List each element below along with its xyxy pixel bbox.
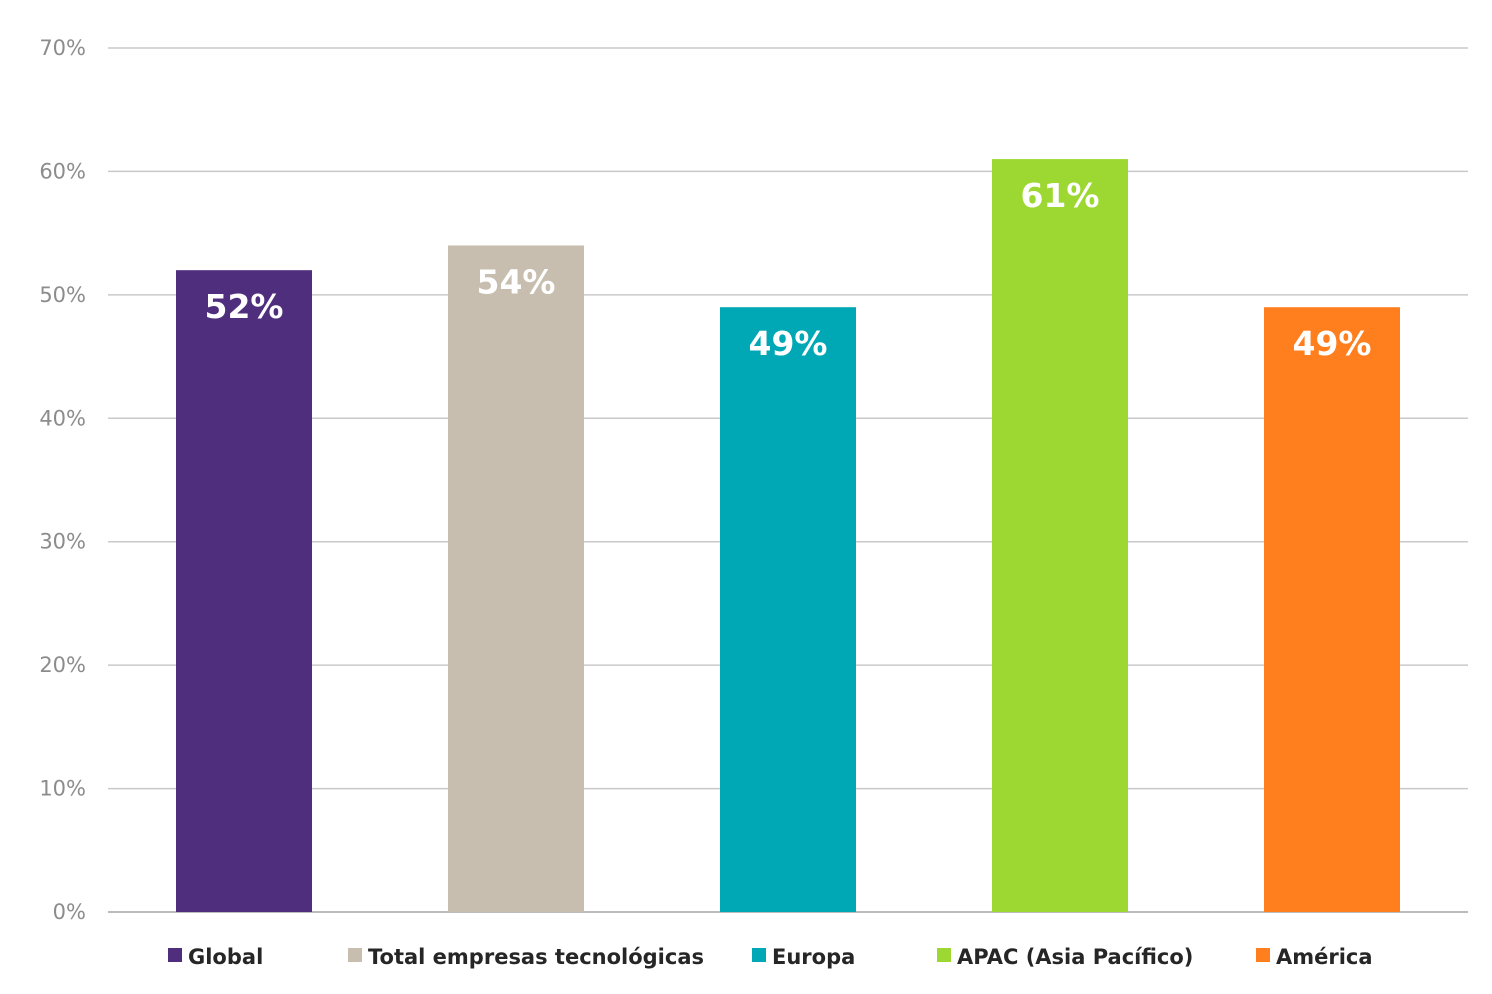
y-tick-label: 20% [39, 653, 86, 677]
bars: 52% 54% 49% 61% 49% [176, 159, 1400, 913]
y-tick-label: 50% [39, 283, 86, 307]
legend: Global Total empresas tecnológicas Europa A… [168, 945, 1373, 969]
legend-swatch [1256, 948, 1270, 962]
legend-swatch [937, 948, 951, 962]
legend-label: América [1276, 945, 1373, 969]
y-tick-label: 0% [53, 900, 86, 924]
bar-am-rica [1264, 307, 1400, 912]
bar-value-label: 54% [477, 262, 556, 301]
bar-europa [720, 307, 856, 912]
y-tick-label: 30% [39, 530, 86, 554]
bar-global [176, 270, 312, 913]
legend-swatch [348, 948, 362, 962]
bar-value-label: 49% [1293, 324, 1372, 363]
legend-label: Total empresas tecnológicas [368, 945, 704, 969]
legend-swatch [168, 948, 182, 962]
y-tick-label: 40% [39, 406, 86, 430]
y-tick-label: 70% [39, 36, 86, 60]
bar-value-label: 49% [749, 324, 828, 363]
bar-value-label: 61% [1021, 176, 1100, 215]
legend-swatch [752, 948, 766, 962]
bar-apac-asia-pac-fico [992, 159, 1128, 913]
bar-total-empresas-tecnol-gicas [448, 245, 584, 912]
legend-label: APAC (Asia Pacífico) [957, 945, 1193, 969]
y-tick-label: 60% [39, 159, 86, 183]
legend-label: Global [188, 945, 263, 969]
legend-label: Europa [772, 945, 855, 969]
y-tick-label: 10% [39, 777, 86, 801]
y-axis: 0% 10% 20% 30% 40% 50% 60% 70% [39, 36, 86, 924]
bar-value-label: 52% [205, 287, 284, 326]
